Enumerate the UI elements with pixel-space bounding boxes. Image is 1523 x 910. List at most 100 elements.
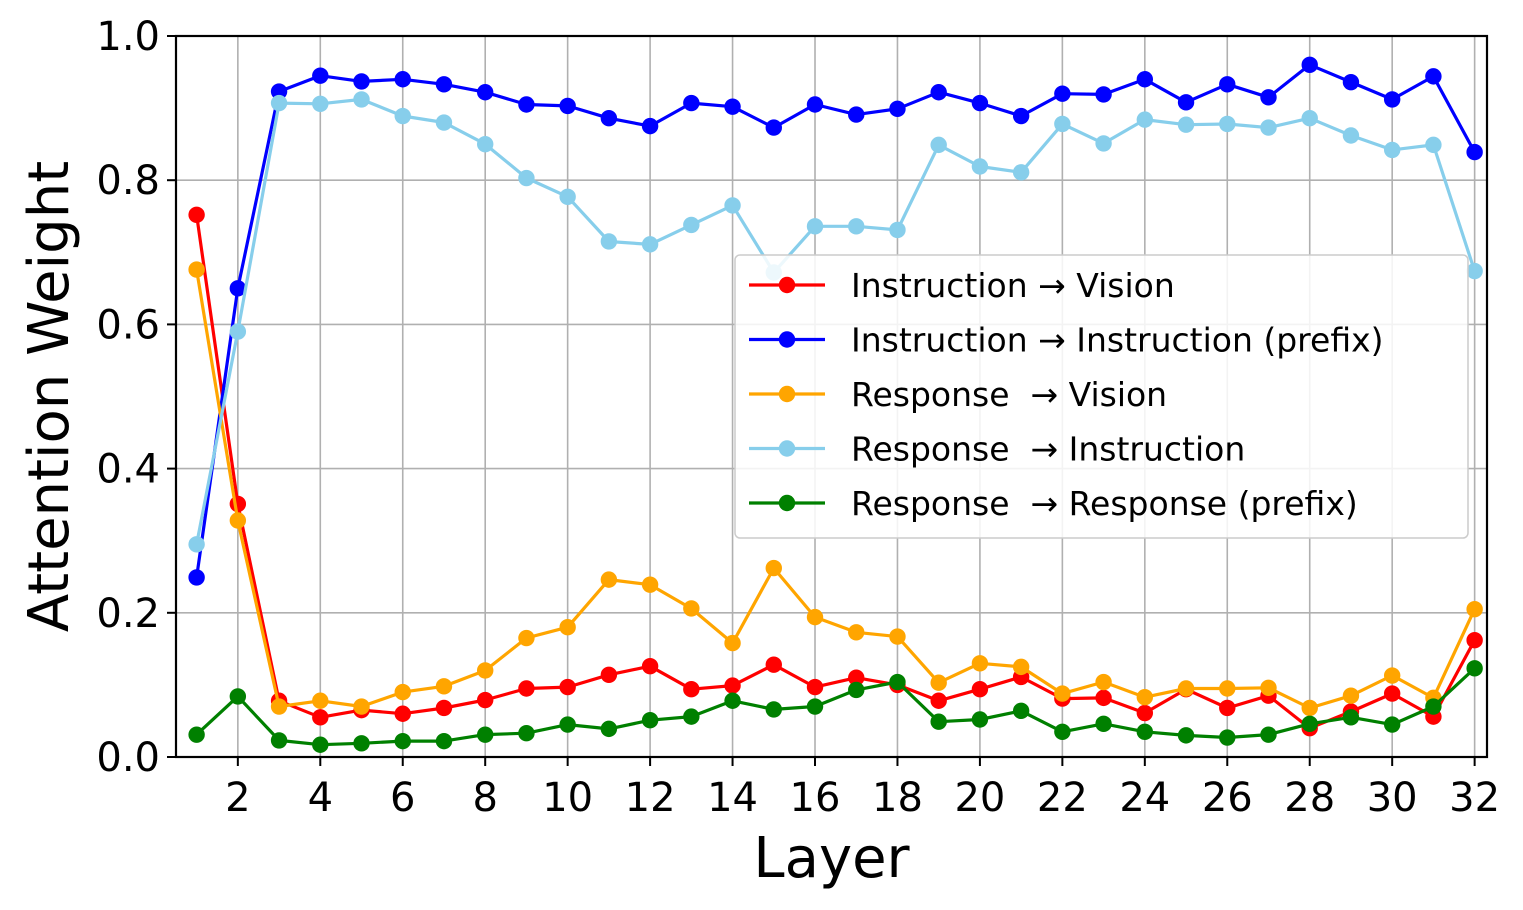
data-point [229,495,247,513]
data-point [435,76,453,93]
data-point [188,261,205,278]
data-point [1177,727,1195,744]
data-point [765,559,782,577]
data-point [394,732,411,750]
data-point [559,619,576,636]
data-point [600,666,618,684]
data-point [724,677,741,694]
data-point [270,732,288,749]
data-point [1136,111,1154,128]
data-point [765,119,782,136]
legend-entry: Response → Vision [749,375,1167,414]
data-point [600,720,618,738]
data-point [848,669,865,686]
data-point [724,197,741,214]
series-group [188,56,1483,753]
x-tick-label: 6 [390,775,415,821]
data-point [1301,56,1318,74]
legend-entry: Response → Instruction [749,430,1245,469]
data-point [971,681,989,698]
data-point [1012,702,1030,720]
legend-entry: Instruction → Instruction (prefix) [749,321,1384,360]
data-point [971,655,989,672]
data-point [1095,673,1112,691]
x-tick-label: 2 [225,775,250,821]
data-point [1301,109,1318,127]
data-point [1342,687,1360,704]
data-point [1054,685,1071,702]
data-point [1383,716,1401,733]
data-point [435,678,453,695]
data-point [930,713,947,730]
data-point [641,576,659,593]
data-point [1095,86,1112,103]
x-tick-label: 16 [790,775,841,821]
data-point [435,699,453,717]
data-point [1219,729,1236,746]
data-point [806,96,824,113]
data-point [930,84,947,101]
data-point [270,94,288,112]
data-point [600,233,618,250]
x-tick-label: 30 [1367,775,1418,821]
series [188,660,1483,753]
data-point [1383,91,1401,108]
data-point [600,109,618,127]
data-point [1425,68,1442,85]
data-point [1383,667,1401,684]
data-point [312,692,329,709]
legend-box [734,254,1469,539]
data-point [683,681,700,698]
data-point [806,218,824,235]
data-point [1136,688,1154,706]
y-tick-label: 0.6 [96,302,160,348]
data-point [229,323,247,340]
series [188,261,1483,717]
data-point [1012,107,1030,125]
legend-marker [778,440,796,457]
data-point [1301,699,1318,717]
legend-label: Response → Vision [851,375,1167,414]
data-point [394,71,411,88]
data-point [1012,658,1030,676]
legend: Instruction → Vision Instruction → Instru… [734,254,1469,539]
series [188,91,1483,553]
x-tick-label: 14 [707,775,758,821]
data-point [848,106,865,123]
data-point [312,709,329,726]
data-point [971,158,989,175]
legend-entry: Instruction → Vision [749,266,1175,305]
data-point [518,725,535,742]
data-point [229,512,247,529]
data-point [1219,115,1236,133]
data-point [1136,71,1154,88]
legend-label: Response → Response (prefix) [851,484,1358,523]
series [188,56,1483,586]
x-tick-label: 20 [954,775,1005,821]
data-point [353,73,370,90]
data-point [971,711,989,728]
data-point [641,236,659,253]
data-point [188,536,205,553]
data-point [559,97,576,115]
data-point [394,705,411,722]
data-point [930,674,947,691]
data-point [683,94,700,112]
data-point [889,221,906,239]
data-point [1219,680,1236,697]
data-point [312,67,329,84]
data-point [1219,76,1236,93]
data-point [1342,73,1360,91]
data-point [806,698,824,715]
data-point [930,692,947,709]
data-point [312,736,329,753]
data-point [1012,164,1030,181]
y-tick-label: 0.4 [96,447,160,493]
x-tick-label: 4 [308,775,333,821]
data-point [848,624,865,641]
data-point [476,135,494,153]
data-point [1466,262,1483,280]
x-axis-label: Layer [753,826,910,891]
data-point [435,114,453,131]
data-point [1177,94,1195,111]
